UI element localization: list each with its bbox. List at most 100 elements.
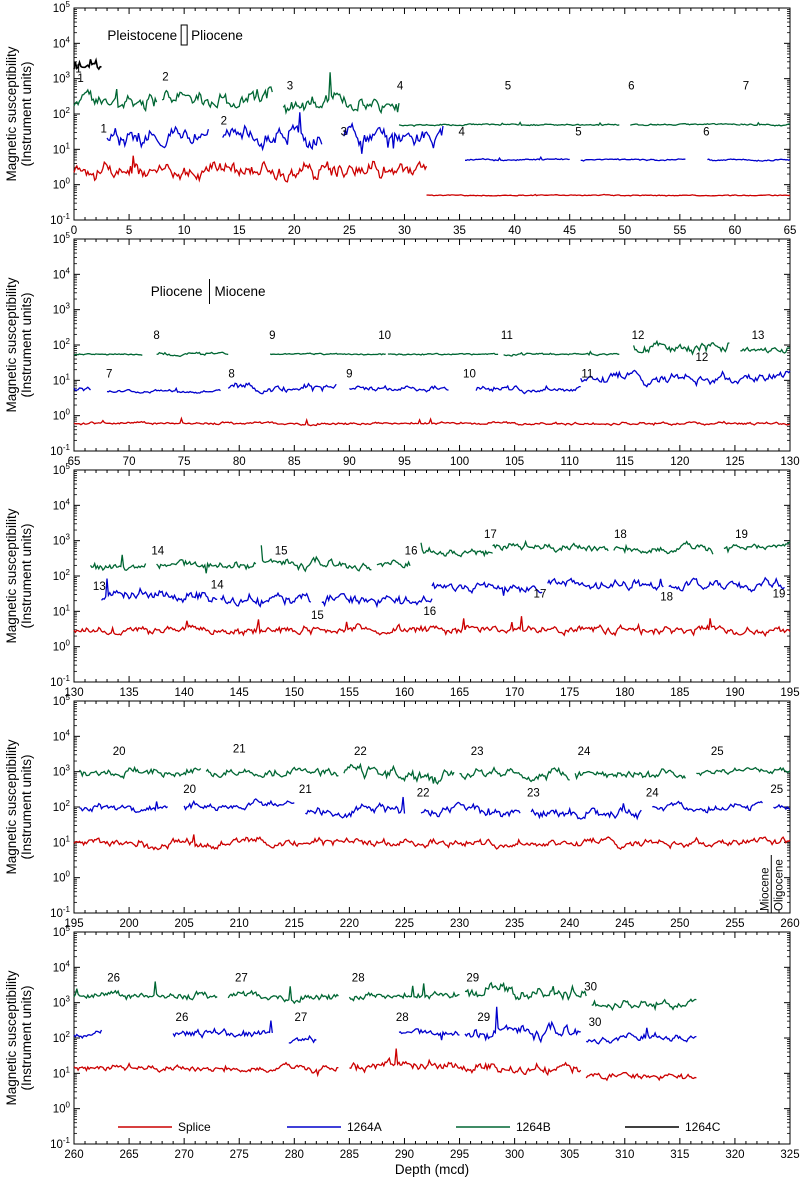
- core-label: 16: [423, 606, 436, 618]
- series-line-B: [78, 765, 202, 780]
- epoch-lower-label: Oligocene: [773, 859, 785, 911]
- x-tick-label: 125: [725, 456, 744, 468]
- series-line-B: [161, 86, 273, 109]
- core-label: 26: [176, 1012, 189, 1024]
- core-label: 8: [153, 330, 159, 342]
- core-label: 6: [628, 80, 634, 92]
- series-line-B: [740, 346, 791, 354]
- x-tick-label: 260: [64, 1149, 83, 1161]
- x-tick-label: 160: [395, 687, 414, 699]
- core-label: 6: [703, 126, 709, 138]
- core-label: 9: [269, 330, 275, 342]
- series-line-A: [580, 158, 686, 162]
- series-line-A: [222, 112, 323, 152]
- series-line-A: [73, 1029, 103, 1039]
- plot-frame: [73, 469, 791, 683]
- series-line-C: [73, 57, 102, 71]
- core-label: 12: [695, 352, 708, 364]
- x-tick-label: 165: [450, 687, 469, 699]
- legend-label: Splice: [178, 1120, 211, 1134]
- core-label: 5: [575, 126, 581, 138]
- series-line-A: [305, 796, 406, 819]
- x-tick-label: 245: [615, 918, 634, 930]
- series-line-B: [740, 121, 791, 127]
- core-label: 12: [632, 330, 645, 342]
- epoch-upper-label: Pliocene: [151, 284, 203, 299]
- y-axis-label: Magnetic susceptibility: [4, 277, 19, 412]
- y-tick-label: 101: [53, 1065, 71, 1080]
- x-tick-label: 140: [175, 687, 194, 699]
- core-label: 28: [352, 972, 365, 984]
- x-tick-label: 80: [233, 456, 246, 468]
- x-tick-label: 195: [64, 918, 83, 930]
- x-tick-label: 265: [119, 1149, 138, 1161]
- x-tick-label: 205: [175, 918, 194, 930]
- core-label: 22: [354, 746, 367, 758]
- y-tick-label: 104: [53, 266, 71, 281]
- series-line-A: [398, 1028, 460, 1041]
- y-axis-label: Magnetic susceptibility: [4, 739, 19, 874]
- x-tick-label: 95: [398, 456, 411, 468]
- x-tick-label: 275: [230, 1149, 249, 1161]
- x-tick-label: 235: [505, 918, 524, 930]
- core-label: 25: [711, 746, 724, 758]
- core-label: 24: [578, 746, 591, 758]
- x-tick-label: 215: [285, 918, 304, 930]
- y-tick-label: 105: [53, 924, 71, 939]
- series-line-A: [349, 384, 449, 393]
- x-tick-label: 65: [784, 225, 797, 237]
- series-line-B: [723, 541, 791, 554]
- core-label: 11: [581, 369, 593, 381]
- core-label: 21: [299, 784, 312, 796]
- core-label: 20: [113, 746, 126, 758]
- core-label: 23: [527, 787, 540, 799]
- x-tick-label: 185: [670, 687, 689, 699]
- core-label: 5: [505, 80, 511, 92]
- core-label: 26: [107, 972, 120, 984]
- x-tick-label: 315: [670, 1149, 689, 1161]
- series-line-A: [547, 577, 664, 592]
- legend-label: 1264A: [347, 1120, 382, 1134]
- y-tick-label: 102: [53, 1030, 71, 1045]
- series-line-splice: [73, 155, 428, 183]
- series-line-B: [89, 554, 147, 572]
- epoch-upper-label: Miocene: [759, 868, 771, 911]
- core-label: 1: [101, 123, 107, 135]
- core-label: 24: [646, 787, 659, 799]
- y-tick-label: 104: [53, 497, 71, 512]
- epoch-lower-label: Miocene: [214, 284, 265, 299]
- x-tick-label: 0: [71, 225, 77, 237]
- core-label: 10: [378, 330, 391, 342]
- core-label: 15: [311, 610, 324, 622]
- x-tick-label: 150: [285, 687, 304, 699]
- core-label: 22: [417, 787, 430, 799]
- x-tick-label: 300: [505, 1149, 524, 1161]
- series-line-splice: [73, 616, 791, 638]
- x-tick-label: 285: [340, 1149, 359, 1161]
- series-line-A: [101, 578, 218, 604]
- series-line-A: [172, 1020, 273, 1039]
- core-label: 9: [346, 369, 352, 381]
- series-line-B: [227, 986, 339, 1005]
- core-label: 20: [183, 784, 196, 796]
- legend-label: 1264C: [685, 1120, 721, 1134]
- series-line-B: [73, 88, 158, 113]
- x-tick-label: 320: [725, 1149, 744, 1161]
- x-tick-label: 225: [395, 918, 414, 930]
- x-tick-label: 270: [175, 1149, 194, 1161]
- y-tick-label: 104: [53, 35, 71, 50]
- series-line-splice: [426, 193, 791, 197]
- series-line-B: [343, 762, 455, 785]
- series-line-A: [707, 158, 791, 162]
- epoch-lower-label: Pliocene: [191, 28, 243, 43]
- x-tick-label: 85: [288, 456, 301, 468]
- core-label: 2: [162, 71, 168, 83]
- series-line-A: [530, 803, 642, 821]
- x-tick-label: 200: [119, 918, 138, 930]
- y-tick-label: 102: [53, 799, 71, 814]
- x-tick-label: 70: [123, 456, 136, 468]
- x-tick-label: 310: [615, 1149, 634, 1161]
